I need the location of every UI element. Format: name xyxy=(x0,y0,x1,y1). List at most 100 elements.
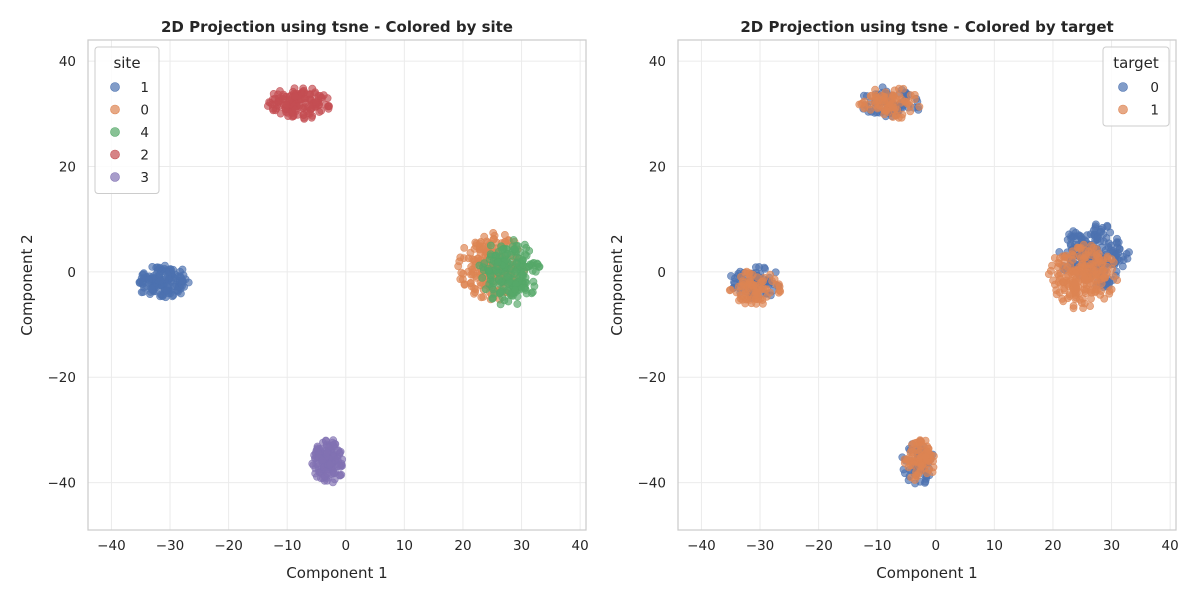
legend-label: 1 xyxy=(1150,103,1159,119)
data-point xyxy=(1086,302,1094,310)
data-point xyxy=(1098,258,1107,267)
data-point xyxy=(759,299,767,308)
data-point xyxy=(1109,258,1118,267)
data-point xyxy=(467,270,475,279)
chart-title: 2D Projection using tsne - Colored by ta… xyxy=(740,18,1113,36)
data-point xyxy=(291,92,299,101)
x-tick-label: −20 xyxy=(804,538,833,554)
data-point xyxy=(522,243,531,252)
data-point xyxy=(152,263,161,272)
legend-label: 4 xyxy=(140,125,149,141)
data-point xyxy=(333,454,342,463)
data-point xyxy=(921,452,930,461)
data-point xyxy=(1092,276,1100,285)
x-tick-label: −10 xyxy=(273,538,302,554)
points xyxy=(135,84,544,487)
y-axis-label: Component 2 xyxy=(18,234,36,335)
data-point xyxy=(496,287,505,296)
data-point xyxy=(1091,266,1099,275)
data-point xyxy=(916,441,925,450)
data-point xyxy=(735,296,743,305)
data-point xyxy=(751,291,759,299)
data-point xyxy=(328,438,337,447)
x-tick-label: 40 xyxy=(572,538,589,554)
data-point xyxy=(1046,266,1055,275)
legend-marker xyxy=(1118,82,1128,92)
data-point xyxy=(460,280,469,289)
data-point xyxy=(1123,254,1132,263)
points xyxy=(725,83,1133,488)
x-tick-label: 10 xyxy=(396,538,413,554)
y-tick-label: 40 xyxy=(649,54,666,70)
data-point xyxy=(1113,234,1121,243)
data-point xyxy=(494,276,503,284)
data-point xyxy=(1077,244,1085,252)
data-point xyxy=(751,281,760,290)
legend-marker xyxy=(110,172,120,182)
data-point xyxy=(313,444,322,452)
data-point xyxy=(775,286,784,294)
data-point xyxy=(882,107,891,115)
data-point xyxy=(1077,299,1086,307)
data-point xyxy=(139,269,148,278)
data-point xyxy=(899,84,908,93)
data-point xyxy=(511,285,519,294)
data-point xyxy=(489,285,497,294)
data-point xyxy=(265,98,273,106)
data-point xyxy=(748,270,757,279)
data-point xyxy=(311,469,320,478)
data-point xyxy=(1102,270,1111,278)
x-tick-label: 20 xyxy=(454,538,471,554)
y-tick-label: 20 xyxy=(59,159,76,175)
data-point xyxy=(512,259,521,268)
data-point xyxy=(1053,270,1062,278)
data-point xyxy=(766,270,775,279)
series-3 xyxy=(308,436,347,487)
data-point xyxy=(1055,288,1064,297)
data-point xyxy=(478,273,487,282)
data-point xyxy=(1070,279,1079,288)
x-tick-label: 0 xyxy=(931,538,940,554)
y-tick-label: 0 xyxy=(67,265,76,281)
legend: target 0 1 xyxy=(1102,46,1170,127)
data-point xyxy=(301,99,310,107)
x-tick-label: 40 xyxy=(1162,538,1179,554)
data-point xyxy=(169,265,177,274)
data-point xyxy=(910,95,919,104)
data-point xyxy=(470,284,478,293)
data-point xyxy=(477,293,486,302)
x-axis-label: Component 1 xyxy=(286,564,387,582)
data-point xyxy=(1104,243,1113,252)
data-point xyxy=(530,282,539,291)
x-tick-label: 0 xyxy=(341,538,350,554)
data-point xyxy=(488,294,497,303)
data-point xyxy=(875,101,884,110)
y-tick-label: −20 xyxy=(48,370,77,386)
y-tick-label: −40 xyxy=(638,476,667,492)
data-point xyxy=(325,460,334,469)
data-point xyxy=(318,438,327,447)
data-point xyxy=(917,462,926,471)
data-point xyxy=(480,259,489,267)
data-point xyxy=(737,272,745,281)
data-point xyxy=(500,296,509,305)
data-point xyxy=(762,292,771,301)
y-tick-label: 20 xyxy=(649,159,666,175)
legend-marker xyxy=(110,149,120,160)
data-point xyxy=(180,282,188,291)
data-point xyxy=(486,241,495,250)
data-point xyxy=(481,285,490,294)
data-point xyxy=(732,288,741,297)
x-tick-label: −30 xyxy=(156,538,185,554)
data-point xyxy=(891,104,900,113)
data-point xyxy=(503,272,512,281)
legend-label: 2 xyxy=(140,148,149,164)
data-point xyxy=(877,91,886,100)
data-point xyxy=(890,86,899,95)
data-point xyxy=(308,459,317,468)
data-point xyxy=(897,113,906,122)
legend-label: 3 xyxy=(140,170,149,186)
data-point xyxy=(498,245,506,254)
